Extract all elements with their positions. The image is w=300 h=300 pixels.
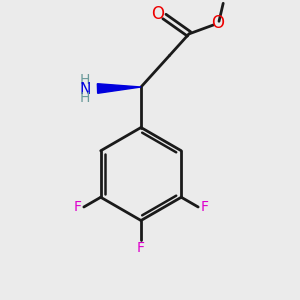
Polygon shape [97, 84, 141, 93]
Text: O: O [211, 14, 224, 32]
Text: H: H [80, 74, 90, 87]
Text: H: H [80, 91, 90, 105]
Text: O: O [151, 5, 164, 23]
Text: F: F [137, 242, 145, 255]
Text: N: N [79, 82, 91, 98]
Text: F: F [73, 200, 81, 214]
Text: F: F [201, 200, 209, 214]
